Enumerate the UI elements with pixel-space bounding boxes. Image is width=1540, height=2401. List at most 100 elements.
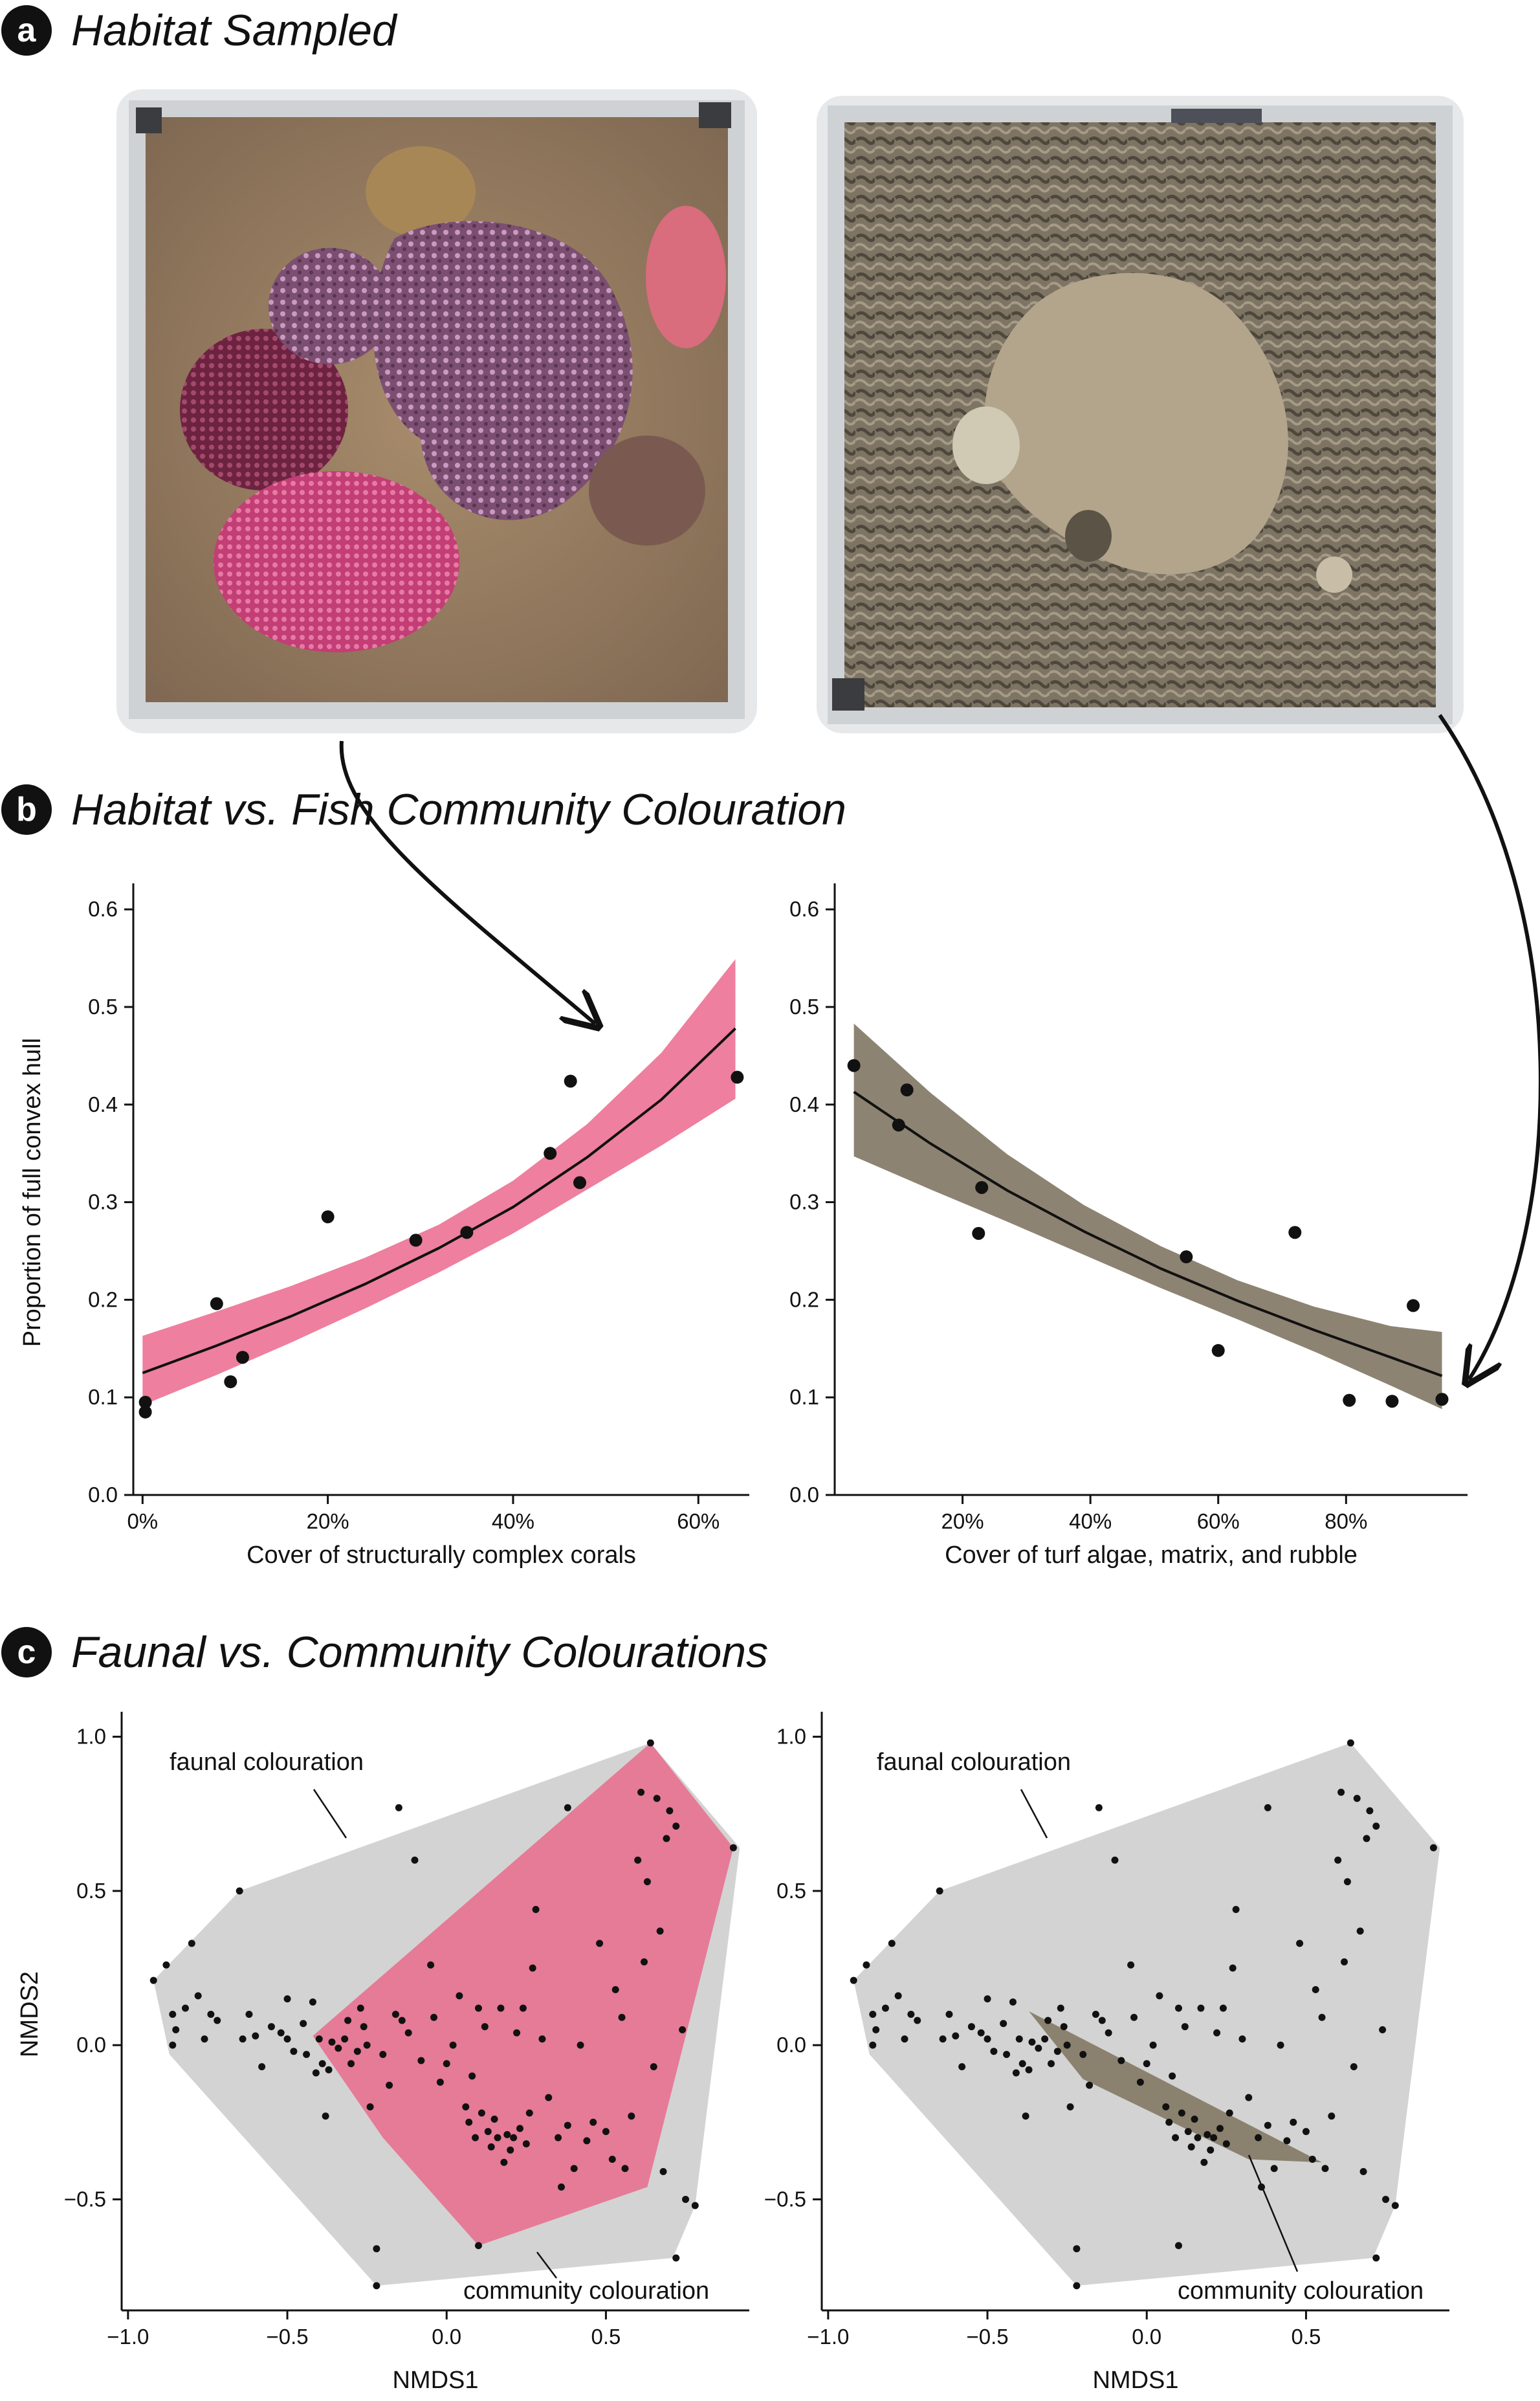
data-point xyxy=(456,1992,463,2000)
data-point xyxy=(1343,1878,1351,1886)
data-point xyxy=(510,2134,518,2141)
data-point xyxy=(1350,2063,1358,2071)
data-point xyxy=(1136,2078,1144,2086)
data-point xyxy=(914,2017,921,2024)
data-point xyxy=(967,2023,975,2031)
y-tick-label: 0.3 xyxy=(789,1190,819,1214)
data-point xyxy=(1216,2125,1224,2132)
data-point xyxy=(395,1804,402,1811)
data-point xyxy=(404,2029,412,2037)
data-point xyxy=(398,2017,406,2024)
x-axis-label: NMDS1 xyxy=(1092,2367,1178,2394)
y-tick-label: 0.5 xyxy=(88,995,118,1019)
data-point xyxy=(283,1995,291,2003)
data-point xyxy=(490,2116,498,2123)
data-point xyxy=(1356,1927,1364,1935)
data-point xyxy=(472,2134,479,2141)
data-point xyxy=(1180,1250,1193,1264)
data-point xyxy=(731,1070,744,1084)
data-point xyxy=(952,2032,960,2040)
data-point xyxy=(468,2072,476,2080)
y-axis-label: Proportion of full convex hull xyxy=(19,1038,46,1347)
data-point xyxy=(1187,2143,1195,2151)
data-point xyxy=(525,2109,533,2117)
data-point xyxy=(618,2013,626,2021)
x-tick-label: 0.0 xyxy=(1132,2325,1161,2349)
data-point xyxy=(522,2140,530,2148)
x-tick-label: 0.0 xyxy=(432,2325,461,2349)
data-point xyxy=(315,2035,323,2043)
x-tick-label: −1.0 xyxy=(107,2325,149,2349)
data-point xyxy=(1343,1393,1356,1407)
annotation-leader xyxy=(1248,2154,1299,2272)
y-tick-label: 0.0 xyxy=(76,2033,106,2057)
data-point xyxy=(239,2035,247,2043)
data-point xyxy=(1382,2195,1390,2203)
data-point xyxy=(939,2035,947,2043)
data-point xyxy=(1391,2202,1399,2209)
data-point xyxy=(637,1788,645,1796)
data-point xyxy=(1079,2050,1087,2058)
data-point xyxy=(224,1375,237,1389)
data-point xyxy=(1435,1393,1449,1406)
data-point xyxy=(1111,1856,1119,1864)
data-point xyxy=(1178,2109,1185,2117)
data-point xyxy=(564,1074,577,1088)
data-point xyxy=(1191,2116,1198,2123)
data-point xyxy=(1283,2137,1291,2145)
data-point xyxy=(430,2013,438,2021)
data-point xyxy=(357,2004,364,2012)
data-point xyxy=(577,2041,584,2049)
data-point xyxy=(1222,2140,1230,2148)
chart-nmds-turf: −0.5 0.0 0.5 1.0 −1.0 −0.5 0.0 0.5 NMDS1 faunal c… xyxy=(764,1712,1449,2394)
data-point xyxy=(366,2103,374,2110)
data-point xyxy=(1057,2004,1064,2012)
annotation-label: faunal colouration xyxy=(170,1749,364,1776)
data-point xyxy=(443,2060,450,2068)
data-point xyxy=(564,1804,571,1811)
data-point xyxy=(1130,2013,1138,2021)
data-point xyxy=(1184,2128,1192,2136)
y-tick-label: 0.1 xyxy=(789,1385,819,1409)
data-point xyxy=(643,1878,651,1886)
y-tick-label: 1.0 xyxy=(76,1725,106,1749)
data-point xyxy=(869,2041,877,2049)
x-tick-label: −0.5 xyxy=(266,2325,308,2349)
data-point xyxy=(863,1961,870,1969)
chart-turf-cover: 0.0 0.1 0.2 0.3 0.4 0.5 0.6 20% 40% 60% 80% Cover o… xyxy=(789,883,1468,1569)
x-axis-label: NMDS1 xyxy=(392,2367,478,2394)
data-point xyxy=(373,2282,380,2290)
data-point xyxy=(1169,2072,1176,2080)
data-point xyxy=(1372,1822,1380,1830)
data-point xyxy=(303,2050,311,2058)
data-point xyxy=(1018,2060,1026,2068)
data-point xyxy=(373,2245,380,2253)
x-tick-label: −1.0 xyxy=(807,2325,849,2349)
data-point xyxy=(1086,2081,1094,2089)
community-hull xyxy=(313,1743,734,2246)
data-point xyxy=(391,2011,399,2018)
panel-c-letter: c xyxy=(1,1627,52,1677)
data-point xyxy=(290,2048,298,2055)
data-point xyxy=(427,1961,435,1969)
x-tick-label: 0.5 xyxy=(591,2325,621,2349)
data-point xyxy=(1149,2041,1157,2049)
x-tick-label: 60% xyxy=(1197,1509,1240,1533)
data-point xyxy=(497,2004,505,2012)
data-point xyxy=(1066,2103,1074,2110)
data-point xyxy=(557,2183,565,2191)
data-point xyxy=(977,2029,985,2037)
chart-coral-cover: 0.0 0.1 0.2 0.3 0.4 0.5 0.6 0% 20% 40% 60% Cover of… xyxy=(19,883,749,1569)
panel-c-header: c Faunal vs. Community Colourations xyxy=(1,1627,768,1677)
data-point xyxy=(411,1856,419,1864)
data-point xyxy=(538,2035,546,2043)
data-point xyxy=(1143,2060,1150,2068)
panel-b-letter: b xyxy=(1,784,52,835)
data-point xyxy=(1015,2035,1023,2043)
data-point xyxy=(360,2023,368,2031)
y-tick-label: 0.0 xyxy=(789,1483,819,1507)
data-point xyxy=(869,2011,877,2018)
data-point xyxy=(347,2060,355,2068)
data-point xyxy=(529,1964,536,1972)
data-point xyxy=(460,1226,474,1239)
